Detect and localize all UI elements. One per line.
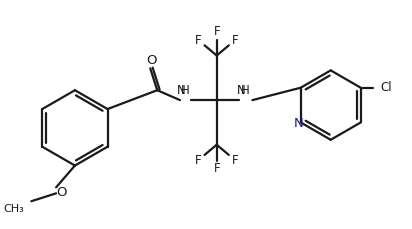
Text: H: H	[180, 84, 190, 97]
Text: F: F	[213, 162, 220, 175]
Text: N: N	[294, 117, 304, 130]
Text: F: F	[213, 25, 220, 38]
Text: F: F	[232, 34, 238, 47]
Text: F: F	[195, 34, 202, 47]
Text: F: F	[232, 153, 238, 166]
Text: O: O	[146, 54, 157, 67]
Text: CH₃: CH₃	[4, 204, 24, 214]
Text: N: N	[177, 84, 185, 97]
Text: N: N	[237, 84, 246, 97]
Text: O: O	[56, 186, 66, 199]
Text: H: H	[241, 84, 250, 97]
Text: Cl: Cl	[381, 81, 392, 94]
Text: F: F	[195, 153, 202, 166]
